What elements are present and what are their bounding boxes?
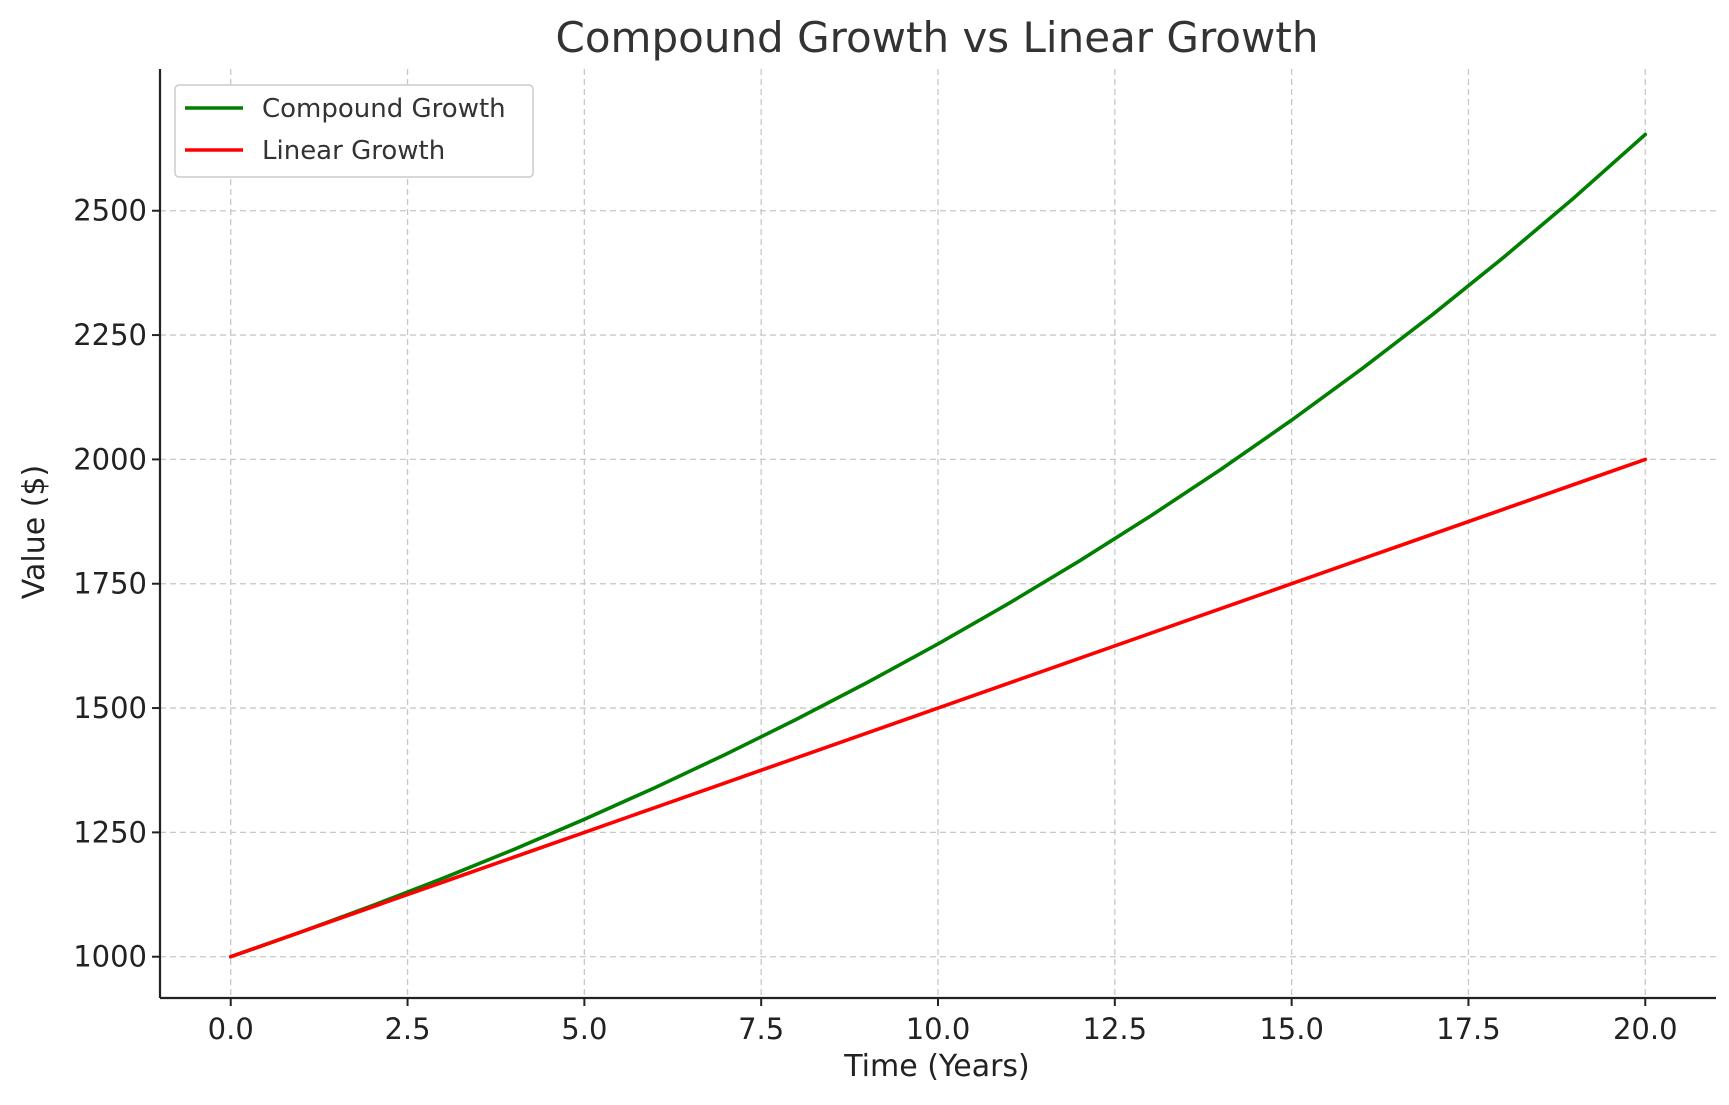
x-axis-title: Time (Years): [843, 1049, 1030, 1084]
x-tick-label: 17.5: [1436, 1012, 1501, 1046]
ticks: 0.0 2.5 5.0 7.5 10.0 12.5 15.0 17.5 20.0 1000 1250…: [73, 194, 1677, 1046]
x-tick-label: 0.0: [208, 1012, 254, 1046]
series-line-linear-growth: [228, 457, 1648, 959]
y-tick-label: 1500: [73, 691, 147, 725]
x-tick-label: 7.5: [738, 1012, 784, 1046]
x-tick-label: 12.5: [1083, 1012, 1148, 1046]
legend-label-linear-growth: Linear Growth: [262, 136, 445, 166]
series: [228, 132, 1648, 959]
legend-box: [174, 84, 534, 178]
y-tick-label: 2500: [73, 194, 147, 228]
x-tick-label: 2.5: [384, 1012, 430, 1046]
y-axis-title: Value ($): [17, 465, 52, 599]
y-tick-label: 2250: [73, 318, 147, 352]
y-tick-label: 2000: [73, 442, 147, 476]
series-line-compound-growth: [228, 132, 1648, 959]
chart-title: Compound Growth vs Linear Growth: [556, 13, 1319, 62]
x-tick-label: 15.0: [1259, 1012, 1324, 1046]
y-tick-label: 1750: [73, 567, 147, 601]
y-tick-label: 1000: [73, 940, 147, 974]
legend-label-compound-growth: Compound Growth: [262, 94, 506, 124]
x-tick-label: 10.0: [906, 1012, 971, 1046]
y-tick-label: 1250: [73, 815, 147, 849]
legend: Compound Growth Linear Growth: [174, 84, 534, 178]
x-tick-label: 5.0: [561, 1012, 607, 1046]
grid: [160, 69, 1716, 998]
x-tick-label: 20.0: [1613, 1012, 1678, 1046]
